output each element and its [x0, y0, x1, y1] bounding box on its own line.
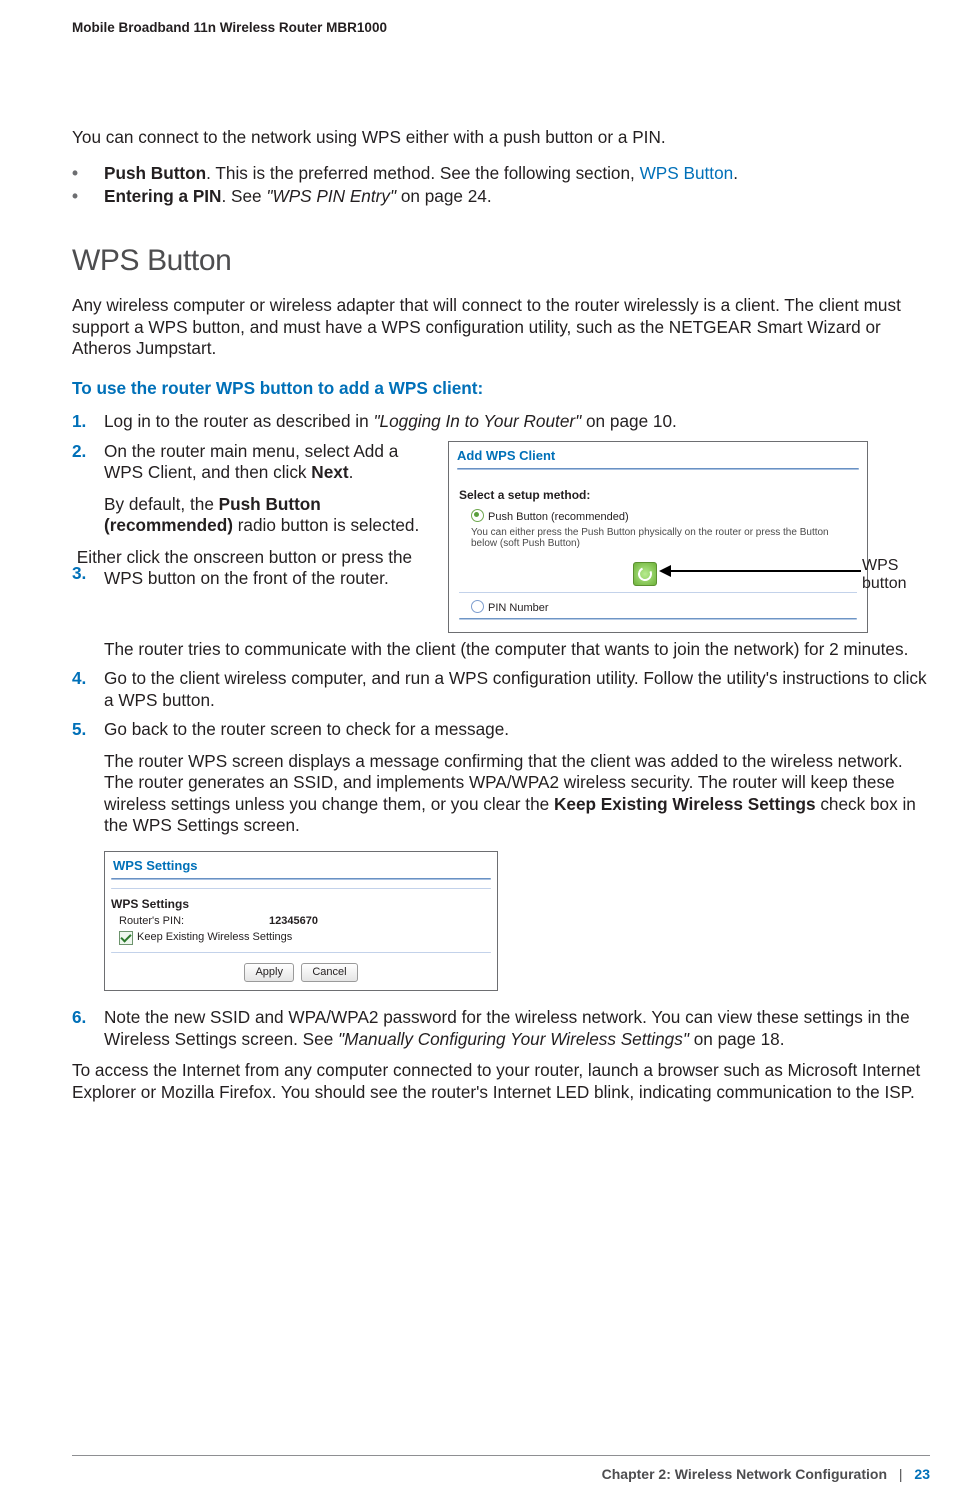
step-number: 1.: [72, 411, 104, 433]
step-number: 3.: [72, 563, 86, 585]
wps-button-link[interactable]: WPS Button: [640, 163, 734, 183]
figure-subheading: WPS Settings: [105, 889, 497, 914]
cancel-button[interactable]: Cancel: [301, 963, 357, 983]
apply-button[interactable]: Apply: [244, 963, 294, 983]
checkbox-label: Keep Existing Wireless Settings: [137, 931, 292, 945]
page: Mobile Broadband 11n Wireless Router MBR…: [72, 20, 930, 1464]
running-header: Mobile Broadband 11n Wireless Router MBR…: [72, 20, 930, 35]
bullet-tail: on page 24.: [396, 186, 492, 206]
figure-add-wps-client: Add WPS Client Select a setup method: Pu…: [448, 441, 868, 633]
xref: "Logging In to Your Router": [373, 411, 581, 431]
ordered-steps: 1. Log in to the router as described in …: [72, 411, 930, 837]
bullet-marker: •: [72, 186, 104, 208]
xref: "Manually Configuring Your Wireless Sett…: [338, 1029, 689, 1049]
figure-title: WPS Settings: [105, 852, 497, 878]
settings-row: Keep Existing Wireless Settings: [105, 930, 497, 946]
step-text: .: [349, 462, 354, 482]
figure-hr: [459, 618, 857, 620]
figure-hr: [111, 952, 491, 953]
step-body: On the router main menu, select Add a WP…: [104, 441, 930, 633]
bullet-marker: •: [72, 163, 104, 185]
step-text: Either click the onscreen button or pres…: [77, 547, 412, 589]
ui-label: Next: [311, 462, 348, 482]
footer-divider: |: [899, 1466, 903, 1482]
footer-chapter: Chapter 2: Wireless Network Configuratio…: [602, 1466, 887, 1482]
ui-label: Keep Existing Wireless Settings: [554, 794, 816, 814]
step-continuation: The router tries to communicate with the…: [72, 639, 930, 661]
wps-soft-button[interactable]: [633, 562, 657, 586]
bullet-tail: .: [733, 163, 738, 183]
step: 5. Go back to the router screen to check…: [72, 719, 930, 837]
radio-pin-number[interactable]: PIN Number: [471, 600, 549, 616]
callout-line: WPS: [862, 557, 898, 574]
closing-paragraph: To access the Internet from any computer…: [72, 1060, 930, 1103]
step-number: 5.: [72, 719, 104, 837]
step-text: radio button is selected.: [233, 515, 419, 535]
radio-push-button[interactable]: Push Button (recommended): [449, 509, 867, 527]
step-text: The router tries to communicate with the…: [104, 639, 930, 661]
step-text: On the router main menu, select Add a WP…: [104, 441, 398, 483]
bullet-list: • Push Button. This is the preferred met…: [72, 163, 930, 208]
bullet-lead: Push Button: [104, 163, 206, 183]
step-body: The router tries to communicate with the…: [104, 639, 930, 661]
step-text: Log in to the router as described in: [104, 411, 373, 431]
figure-1-container: Add WPS Client Select a setup method: Pu…: [434, 441, 930, 633]
bullet-item: • Entering a PIN. See "WPS PIN Entry" on…: [72, 186, 930, 208]
figure-buttons: Apply Cancel: [105, 963, 497, 983]
step-body: Note the new SSID and WPA/WPA2 password …: [104, 1007, 930, 1050]
step-number-spacer: [72, 639, 104, 661]
pin-label: Router's PIN:: [119, 915, 269, 929]
step3-inline: 3. Either click the onscreen button or p…: [104, 547, 434, 590]
step-text: By default, the: [104, 494, 219, 514]
figure-title: Add WPS Client: [449, 442, 867, 468]
page-footer: Chapter 2: Wireless Network Configuratio…: [72, 1455, 930, 1482]
radio-icon: [471, 600, 484, 613]
step: 4. Go to the client wireless computer, a…: [72, 668, 930, 711]
bullet-text: Push Button. This is the preferred metho…: [104, 163, 738, 185]
step-number: 2.: [72, 441, 104, 633]
radio-icon: [471, 509, 484, 522]
figure-wps-settings: WPS Settings WPS Settings Router's PIN: …: [104, 851, 498, 992]
checkbox-keep-settings[interactable]: [119, 931, 133, 945]
intro-paragraph: You can connect to the network using WPS…: [72, 127, 930, 149]
step: 2. On the router main menu, select Add a…: [72, 441, 930, 633]
figure-note: You can either press the Push Button phy…: [449, 527, 867, 552]
heading-wps-button: WPS Button: [72, 242, 930, 280]
step-text: on page 18.: [689, 1029, 785, 1049]
callout-line: button: [862, 575, 906, 592]
step: 6. Note the new SSID and WPA/WPA2 passwo…: [72, 1007, 930, 1050]
bullet-item: • Push Button. This is the preferred met…: [72, 163, 930, 185]
procedure-lead-in: To use the router WPS button to add a WP…: [72, 378, 930, 400]
callout-arrow: [661, 570, 861, 572]
step-body: Go to the client wireless computer, and …: [104, 668, 930, 711]
bullet-text: Entering a PIN. See "WPS PIN Entry" on p…: [104, 186, 492, 208]
step-text: Go back to the router screen to check fo…: [104, 719, 930, 741]
step-text: Go to the client wireless computer, and …: [104, 668, 930, 711]
figure-subheading: Select a setup method:: [449, 470, 867, 509]
step2-text-column: On the router main menu, select Add a WP…: [104, 441, 434, 590]
step-number: 4.: [72, 668, 104, 711]
wps-paragraph: Any wireless computer or wireless adapte…: [72, 295, 930, 360]
settings-row: Router's PIN: 12345670: [105, 914, 497, 930]
ordered-steps-cont: 6. Note the new SSID and WPA/WPA2 passwo…: [72, 1007, 930, 1050]
step-number: 6.: [72, 1007, 104, 1050]
content: You can connect to the network using WPS…: [72, 127, 930, 1103]
radio-label: PIN Number: [488, 602, 549, 614]
step-text: on page 10.: [581, 411, 677, 431]
figure-hr: [459, 592, 857, 593]
bullet-lead: Entering a PIN: [104, 186, 221, 206]
xref: "WPS PIN Entry": [266, 186, 396, 206]
step: 1. Log in to the router as described in …: [72, 411, 930, 433]
pin-value: 12345670: [269, 915, 318, 929]
bullet-rest: . This is the preferred method. See the …: [206, 163, 639, 183]
step-body: Go back to the router screen to check fo…: [104, 719, 930, 837]
callout-label: WPS button: [862, 557, 906, 594]
step-body: Log in to the router as described in "Lo…: [104, 411, 930, 433]
bullet-rest: . See: [221, 186, 266, 206]
footer-page-number: 23: [914, 1466, 930, 1482]
radio-label: Push Button (recommended): [488, 511, 629, 523]
